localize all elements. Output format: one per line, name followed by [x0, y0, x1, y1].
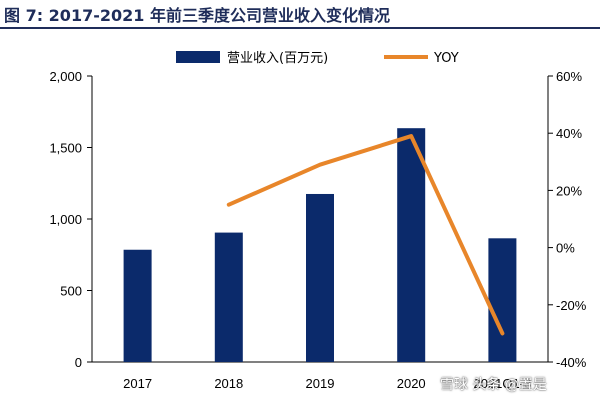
right-tick-label: -20% — [556, 298, 587, 313]
right-tick-label: 40% — [556, 126, 582, 141]
revenue-bar — [123, 249, 152, 362]
right-tick-label: 0% — [556, 241, 575, 256]
chart-title: 图 7: 2017-2021 年前三季度公司营业收入变化情况 — [4, 6, 390, 25]
title-divider — [0, 27, 600, 29]
x-tick-label: 2021Q1-3 — [473, 376, 531, 391]
left-tick-label: 1,500 — [49, 141, 82, 156]
legend-line-label: YOY — [433, 51, 459, 66]
legend-bar-swatch — [176, 51, 220, 63]
revenue-bar — [488, 238, 517, 362]
left-tick-label: 0 — [75, 355, 82, 370]
x-tick-label: 2018 — [214, 376, 243, 391]
revenue-bar — [397, 128, 426, 362]
legend: 营业收入(百万元) YOY — [176, 51, 459, 66]
left-tick-label: 1,000 — [49, 212, 82, 227]
watermark: 雪球 头条 @置是 — [440, 377, 547, 393]
yoy-line — [226, 134, 505, 336]
x-tick-label: 2020 — [397, 376, 426, 391]
left-tick-label: 2,000 — [49, 69, 82, 84]
left-tick-label: 500 — [60, 284, 82, 299]
revenue-bar — [306, 193, 334, 362]
right-tick-label: -40% — [556, 355, 587, 370]
x-tick-label: 2017 — [123, 376, 152, 391]
x-tick-label: 2019 — [306, 376, 335, 391]
bars — [123, 128, 517, 362]
yoy-series-line — [226, 134, 505, 336]
axes: 0 500 1,000 1,500 2,000 -40% -20% 0% 20% 40% 60% 20… — [49, 69, 586, 391]
right-tick-label: 60% — [556, 69, 582, 84]
right-tick-label: 20% — [556, 183, 582, 198]
revenue-bar — [214, 232, 243, 362]
legend-bar-label: 营业收入(百万元) — [227, 51, 328, 66]
